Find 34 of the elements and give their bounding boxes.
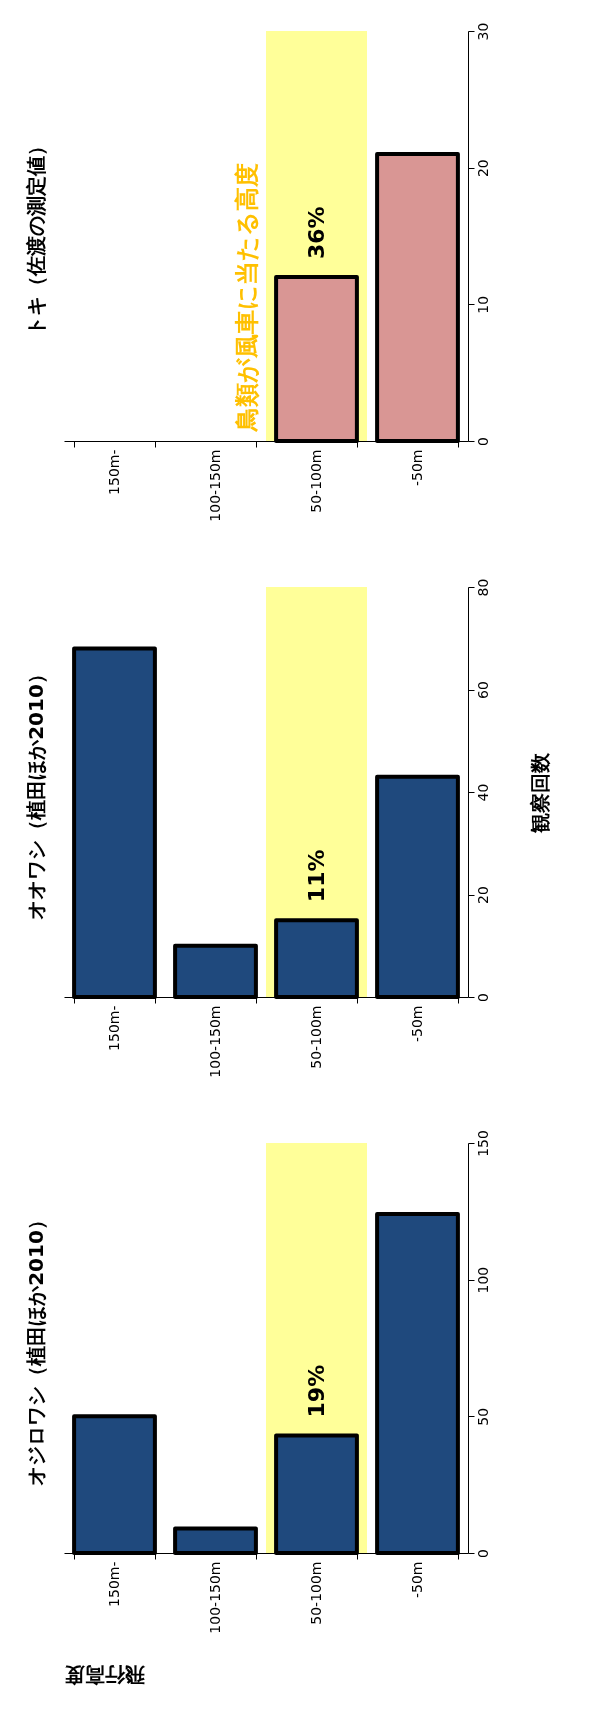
y-tick-label: 30: [474, 22, 491, 41]
x-tick-label: 100-150m: [207, 449, 223, 522]
x-axis-title: 飛行高度: [64, 1662, 146, 1687]
x-tick-label: 150m-: [106, 1561, 122, 1607]
x-tick-label: -50m: [409, 449, 425, 487]
y-tick-label: 0: [474, 1549, 491, 1558]
y-tick-label: 100: [474, 1266, 491, 1294]
text: トキ（佐渡の測定値）: [24, 136, 48, 336]
x-tick-label: 50-100m: [308, 449, 324, 513]
y-tick-label: 0: [474, 437, 491, 446]
x-tick-label: 50-100m: [308, 1005, 324, 1069]
y-tick-label: 20: [474, 886, 491, 904]
text: オオワシ（植田ほか2010）: [24, 664, 48, 920]
y-tick-label: 40: [474, 783, 491, 802]
annotation: 19%: [303, 1364, 329, 1418]
x-tick-label: 100-150m: [207, 1561, 223, 1634]
y-tick-label: 20: [474, 159, 491, 178]
y-tick-label: 150: [474, 1130, 491, 1157]
x-tick-label: 50-100m: [308, 1561, 324, 1625]
annotation: 11%: [303, 849, 329, 903]
x-tick-label: 150m-: [106, 449, 122, 495]
x-tick-label: -50m: [409, 1005, 425, 1043]
annotation: 36%: [303, 206, 329, 259]
y-tick-label: 50: [474, 1407, 491, 1426]
band-label: 鳥類が風車に当たる高度: [233, 163, 261, 432]
x-tick-label: 150m-: [106, 1005, 122, 1051]
y-tick-label: 10: [474, 295, 491, 314]
y-axis-title: 観察回数: [527, 751, 552, 834]
y-tick-label: 80: [474, 578, 491, 597]
y-tick-label: 60: [474, 681, 491, 699]
text: オジロワシ（植田ほか2010）: [24, 1210, 48, 1486]
y-tick-label: 0: [474, 993, 491, 1002]
x-tick-label: -50m: [409, 1561, 425, 1599]
x-tick-label: 100-150m: [207, 1005, 223, 1078]
